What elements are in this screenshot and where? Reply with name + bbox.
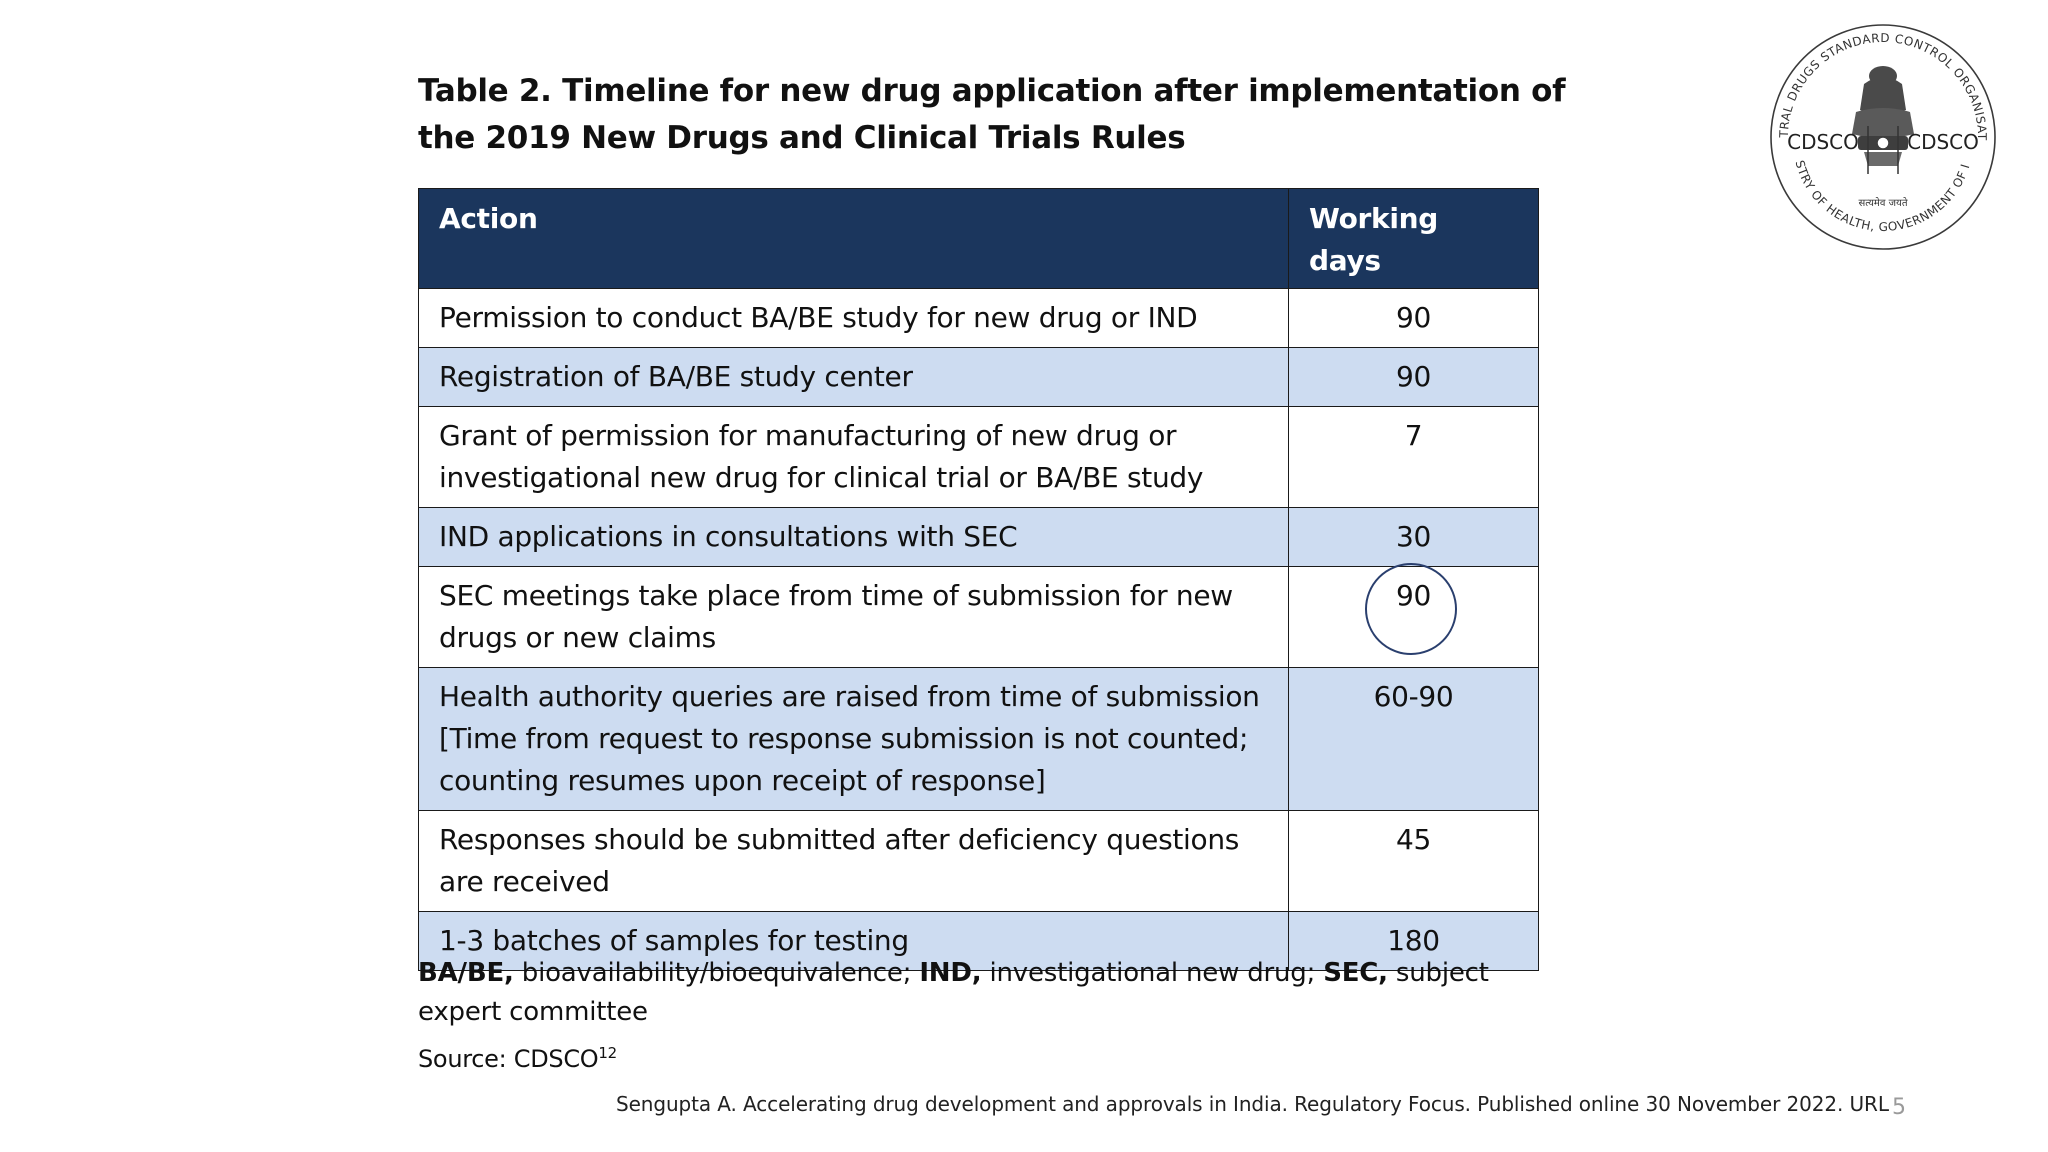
highlight-circle: [1365, 563, 1457, 655]
days-cell: 30: [1288, 507, 1539, 567]
source-ref: 12: [598, 1044, 617, 1062]
def-ba-be: bioavailability/bioequivalence;: [513, 958, 920, 988]
abbr-ba-be: BA/BE,: [418, 958, 514, 988]
citation: Sengupta A. Accelerating drug developmen…: [616, 1092, 1889, 1116]
header-working-days: Working days: [1288, 188, 1539, 289]
cdsco-seal-logo: CENTRAL DRUGS STANDARD CONTROL ORGANISAT…: [1760, 14, 1996, 250]
table-row: Health authority queries are raised from…: [418, 667, 1539, 811]
table-row: Registration of BA/BE study center 90: [418, 347, 1539, 407]
action-cell: Health authority queries are raised from…: [418, 667, 1289, 811]
action-cell: IND applications in consultations with S…: [418, 507, 1289, 567]
source-label: Source: CDSCO: [418, 1045, 599, 1073]
seal-right-label: CDSCO: [1907, 130, 1979, 154]
action-cell: Permission to conduct BA/BE study for ne…: [418, 288, 1289, 348]
abbr-sec: SEC,: [1323, 958, 1388, 988]
table-row: Responses should be submitted after defi…: [418, 810, 1539, 912]
days-cell: 90: [1288, 347, 1539, 407]
days-cell: 60-90: [1288, 667, 1539, 811]
abbr-ind: IND,: [919, 958, 982, 988]
lion-capital-emblem: [1852, 66, 1914, 166]
table-row: Grant of permission for manufacturing of…: [418, 406, 1539, 508]
days-cell: 180: [1288, 911, 1539, 971]
table-title: Table 2. Timeline for new drug applicati…: [418, 73, 1566, 156]
def-ind: investigational new drug;: [981, 958, 1324, 988]
table-row: SEC meetings take place from time of sub…: [418, 563, 1539, 668]
action-cell: 1-3 batches of samples for testing: [418, 911, 1289, 971]
abbreviation-footnote: BA/BE, bioavailability/bioequivalence; I…: [418, 954, 1568, 1032]
table-row: 1-3 batches of samples for testing 180: [418, 911, 1539, 971]
source-line: Source: CDSCO12: [418, 1042, 617, 1076]
page-number: 5: [1892, 1095, 1906, 1120]
header-action: Action: [418, 188, 1289, 289]
seal-left-label: CDSCO: [1787, 130, 1859, 154]
days-cell: 45: [1288, 810, 1539, 912]
seal-outer-ring: [1770, 24, 1996, 250]
table-row: IND applications in consultations with S…: [418, 507, 1539, 567]
table-header-row: Action Working days: [418, 188, 1539, 289]
action-cell: Grant of permission for manufacturing of…: [418, 406, 1289, 508]
action-cell: Registration of BA/BE study center: [418, 347, 1289, 407]
timeline-table: Action Working days Permission to conduc…: [418, 188, 1539, 971]
days-cell: 7: [1288, 406, 1539, 508]
seal-motto: सत्यमेव जयते: [1858, 197, 1907, 209]
action-cell: Responses should be submitted after defi…: [418, 810, 1289, 912]
def-sec: subject expert committee: [418, 958, 1489, 1027]
days-cell-circled: 90: [1288, 563, 1539, 668]
table-row: Permission to conduct BA/BE study for ne…: [418, 288, 1539, 348]
action-cell: SEC meetings take place from time of sub…: [418, 566, 1289, 668]
days-cell: 90: [1288, 288, 1539, 348]
